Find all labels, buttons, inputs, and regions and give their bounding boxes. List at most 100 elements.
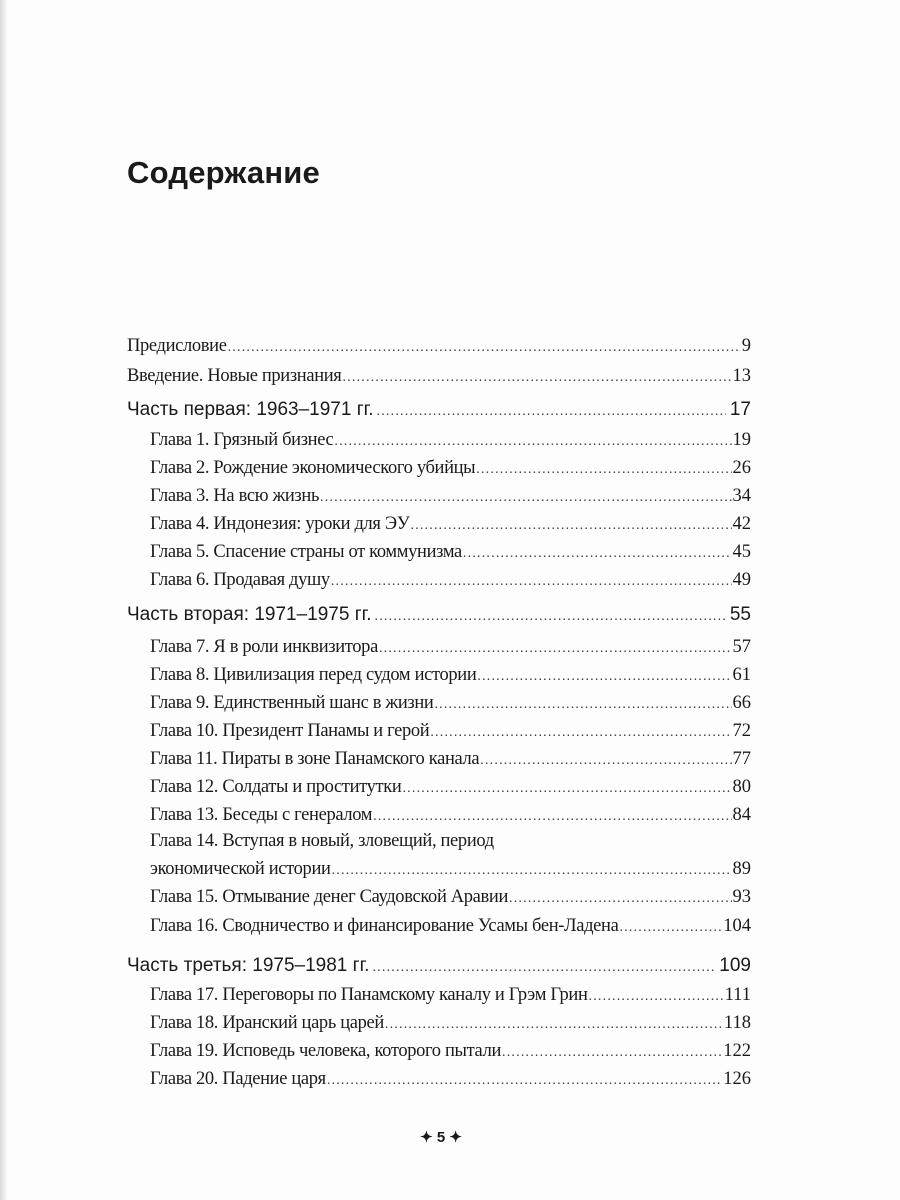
toc-page-number: 57	[732, 637, 752, 657]
dot-leader: ........................................…	[410, 518, 732, 533]
dot-leader: ........................................…	[402, 781, 732, 796]
dot-leader: ........................................…	[462, 546, 732, 561]
dot-leader: ........................................…	[330, 574, 732, 589]
dot-leader: ........................................…	[334, 434, 731, 449]
toc-entry: Глава 6. Продавая душу..................…	[150, 570, 751, 591]
page-number: ✦ 5 ✦	[420, 1129, 462, 1146]
toc-entry-title: Часть первая: 1963–1971 гг.	[127, 399, 374, 420]
toc-entry-title: Глава 2. Рождение экономического убийцы	[150, 458, 476, 478]
toc-page-number: 80	[732, 777, 752, 797]
toc-page-number: 26	[732, 458, 752, 478]
toc-entry-title: Глава 1. Грязный бизнес	[150, 430, 334, 450]
toc-entry-title: Глава 20. Падение царя	[150, 1069, 326, 1089]
toc-page-number: 61	[732, 665, 752, 685]
toc-entry: Глава 5. Спасение страны от коммунизма..…	[150, 542, 751, 563]
toc-entry-title: Часть вторая: 1971–1975 гг.	[127, 604, 372, 625]
toc-entry-title: Глава 9. Единственный шанс в жизни	[150, 693, 434, 713]
toc-entry-title: Глава 5. Спасение страны от коммунизма	[150, 542, 462, 562]
toc-page-number: 9	[741, 336, 751, 356]
toc-entry: Глава 7. Я в роли инквизитора...........…	[150, 637, 751, 658]
dot-leader: ........................................…	[331, 863, 732, 878]
toc-entry: Введение. Новые признания...............…	[127, 366, 751, 387]
dot-leader: ........................................…	[434, 697, 731, 712]
dot-leader: ........................................…	[227, 340, 741, 355]
dot-leader: ........................................…	[373, 809, 731, 824]
toc-entry: Глава 17. Переговоры по Панамскому канал…	[150, 985, 751, 1006]
toc-entry: Глава 15. Отмывание денег Саудовской Ара…	[150, 887, 751, 908]
toc-page-number: 45	[732, 542, 752, 562]
toc-entry: Глава 3. На всю жизнь...................…	[150, 486, 751, 507]
toc-entry-title: Глава 12. Солдаты и проститутки	[150, 777, 402, 797]
page-title: Содержание	[127, 155, 320, 190]
dot-leader: ........................................…	[384, 1017, 723, 1032]
toc-entry-title: Глава 11. Пираты в зоне Панамского канал…	[150, 749, 480, 769]
toc-entry: Глава 13. Беседы с генералом............…	[150, 805, 751, 826]
page-edge-shadow	[0, 0, 8, 1200]
toc-entry: Глава 18. Иранский царь царей...........…	[150, 1013, 751, 1034]
dot-leader: ........................................…	[619, 920, 723, 935]
toc-entry-title: Предисловие	[127, 336, 227, 356]
dot-leader: ........................................…	[374, 609, 726, 624]
dot-leader: ........................................…	[320, 490, 731, 505]
toc-entry-title: Глава 17. Переговоры по Панамскому канал…	[150, 985, 588, 1005]
toc-entry-title: Глава 6. Продавая душу	[150, 570, 330, 590]
toc-entry: Глава 9. Единственный шанс в жизни......…	[150, 693, 751, 714]
dot-leader: ........................................…	[477, 669, 732, 684]
dot-leader: ........................................…	[378, 641, 732, 656]
toc-page-number: 89	[732, 859, 752, 879]
toc-page-number: 93	[732, 887, 752, 907]
toc-entry: Глава 8. Цивилизация перед судом истории…	[150, 665, 751, 686]
toc-page-number: 19	[732, 430, 752, 450]
toc-page-number: 84	[732, 805, 752, 825]
toc-entry-title: Глава 8. Цивилизация перед судом истории	[150, 665, 477, 685]
dot-leader: ........................................…	[480, 753, 731, 768]
toc-page-number: 42	[732, 514, 752, 534]
toc-entry: экономической истории...................…	[150, 859, 751, 880]
toc-page-number: 111	[724, 985, 751, 1005]
toc-page-number: 77	[732, 749, 752, 769]
toc-page-number: 72	[732, 721, 752, 741]
toc-entry: Глава 12. Солдаты и проститутки.........…	[150, 777, 751, 798]
toc-entry: Часть третья: 1975–1981 гг..............…	[127, 955, 751, 977]
toc-entry-title: Глава 16. Сводничество и финансирование …	[150, 916, 619, 936]
toc-entry: Предисловие.............................…	[127, 336, 751, 357]
toc-entry-title: Глава 13. Беседы с генералом	[150, 805, 373, 825]
toc-entry: Глава 11. Пираты в зоне Панамского канал…	[150, 749, 751, 770]
dot-leader: ........................................…	[502, 1045, 722, 1060]
toc-page-number: 34	[732, 486, 752, 506]
toc-entry-title: Глава 3. На всю жизнь	[150, 486, 320, 506]
toc-entry-title: экономической истории	[150, 859, 331, 879]
toc-page-number: 126	[723, 1069, 751, 1089]
toc-entry-title: Глава 7. Я в роли инквизитора	[150, 637, 378, 657]
toc-entry-title: Глава 19. Исповедь человека, которого пы…	[150, 1041, 502, 1061]
toc-page-number: 13	[732, 366, 752, 386]
toc-entry-title: Часть третья: 1975–1981 гг.	[127, 955, 370, 976]
dot-leader: ........................................…	[476, 462, 732, 477]
toc-entry-title: Введение. Новые признания	[127, 366, 342, 386]
toc-entry: Глава 1. Грязный бизнес.................…	[150, 430, 751, 451]
toc-entry: Глава 20. Падение царя..................…	[150, 1069, 751, 1090]
dot-leader: ........................................…	[326, 1073, 722, 1088]
dot-leader: ........................................…	[430, 725, 732, 740]
toc-entry-title: Глава 4. Индонезия: уроки для ЭУ	[150, 514, 410, 534]
toc-entry: Часть первая: 1963–1971 гг..............…	[127, 399, 751, 421]
dot-leader: ........................................…	[588, 989, 724, 1004]
toc-page-number: 66	[732, 693, 752, 713]
toc-page-number: 109	[719, 955, 751, 976]
dot-leader: ........................................…	[342, 370, 731, 385]
toc-entry: Глава 2. Рождение экономического убийцы.…	[150, 458, 751, 479]
toc-page-number: 55	[729, 604, 751, 625]
dot-leader: ........................................…	[376, 404, 726, 419]
toc-entry: Глава 10. Президент Панамы и герой......…	[150, 721, 751, 742]
toc-entry-title: Глава 15. Отмывание денег Саудовской Ара…	[150, 887, 509, 907]
toc-entry-title: Глава 10. Президент Панамы и герой	[150, 721, 430, 741]
toc-entry-title: Глава 14. Вступая в новый, зловещий, пер…	[150, 831, 494, 851]
toc-entry: Глава 16. Сводничество и финансирование …	[150, 916, 751, 937]
dot-leader: ........................................…	[509, 891, 731, 906]
dot-leader: ........................................…	[372, 960, 716, 975]
toc-page-number: 122	[723, 1041, 751, 1061]
toc-page-number: 118	[723, 1013, 751, 1033]
toc-page-number: 17	[729, 399, 751, 420]
toc-entry: Глава 4. Индонезия: уроки для ЭУ........…	[150, 514, 751, 535]
toc-entry: Часть вторая: 1971–1975 гг..............…	[127, 604, 751, 626]
